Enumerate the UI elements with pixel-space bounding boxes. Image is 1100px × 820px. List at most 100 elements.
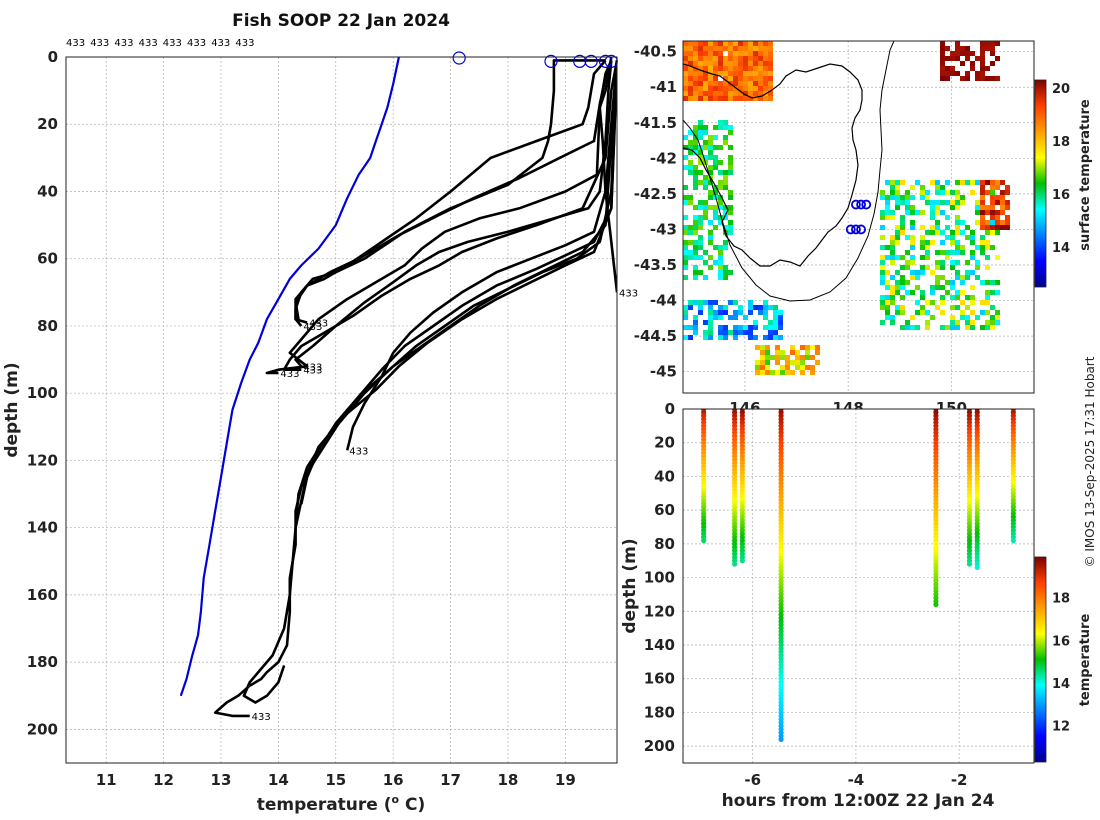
sst-pixel [940, 61, 945, 66]
sst-pixel [910, 255, 915, 260]
sst-pixel [880, 305, 885, 310]
sst-pixel [733, 56, 738, 61]
sst-pixel [698, 46, 703, 51]
sst-pixel [960, 51, 965, 56]
sst-pixel [785, 370, 790, 375]
sst-pixel [748, 330, 753, 335]
sst-pixel [910, 195, 915, 200]
sst-pixel [940, 200, 945, 205]
cast-point [974, 564, 980, 571]
profile-axes-frame [65, 56, 618, 764]
sst-pixel [723, 225, 728, 230]
surface-marker [584, 54, 598, 68]
sst-pixel [753, 305, 758, 310]
sst-pixel [900, 195, 905, 200]
sst-pixel [748, 86, 753, 91]
sst-pixel [708, 255, 713, 260]
sst-pixel [970, 295, 975, 300]
sst-pixel [743, 325, 748, 330]
sst-pixel [708, 165, 713, 170]
sst-pixel [935, 260, 940, 265]
sst-pixel [758, 76, 763, 81]
profile-top-label: 433 [235, 38, 254, 49]
sst-pixel [688, 76, 693, 81]
sst-pixel [708, 76, 713, 81]
sst-pixel [955, 200, 960, 205]
sst-pixel [693, 225, 698, 230]
sst-pixel [763, 81, 768, 86]
sst-pixel [733, 315, 738, 320]
sst-pixel [930, 285, 935, 290]
ship-marker [851, 224, 861, 235]
sst-pixel [728, 51, 733, 56]
sst-pixel [773, 305, 778, 310]
sst-pixel [683, 230, 688, 235]
sst-pixel [1005, 185, 1010, 190]
sst-pixel [935, 265, 940, 270]
sst-pixel [693, 71, 698, 76]
sst-pixel [713, 51, 718, 56]
sst-pixel [965, 180, 970, 185]
sst-pixel [698, 245, 703, 250]
sst-pixel [970, 320, 975, 325]
sst-pixel [985, 190, 990, 195]
profile-y-tick: 180 [27, 653, 58, 671]
ts-colorbar-tick: 14 [1052, 677, 1070, 692]
sst-pixel [703, 215, 708, 220]
sst-pixel [975, 56, 980, 61]
sst-pixel [728, 56, 733, 61]
map-y-tick: -44.5 [634, 327, 677, 345]
sst-pixel [718, 160, 723, 165]
sst-pixel [698, 125, 703, 130]
sst-pixel [703, 320, 708, 325]
profile-x-tick: 12 [153, 771, 174, 789]
sst-pixel [965, 235, 970, 240]
sst-pixel [733, 81, 738, 86]
sst-pixel [950, 320, 955, 325]
sst-pixel [713, 245, 718, 250]
sst-pixel [748, 61, 753, 66]
sst-pixel [713, 41, 718, 46]
sst-pixel [920, 235, 925, 240]
sst-pixel [995, 280, 1000, 285]
sst-pixel [910, 205, 915, 210]
sst-pixel [693, 245, 698, 250]
sst-pixel [698, 96, 703, 101]
sst-pixel [683, 245, 688, 250]
sst-pixel [1005, 225, 1010, 230]
sst-pixel [703, 145, 708, 150]
sst-pixel [723, 335, 728, 340]
sst-pixel [698, 240, 703, 245]
sst-pixel [980, 210, 985, 215]
sst-pixel [760, 365, 765, 370]
sst-pixel [970, 180, 975, 185]
sst-pixel [980, 280, 985, 285]
sst-pixel [805, 355, 810, 360]
sst-pixel [758, 66, 763, 71]
sst-pixel [890, 255, 895, 260]
sst-pixel [748, 96, 753, 101]
sst-pixel [885, 255, 890, 260]
sst-pixel [995, 225, 1000, 230]
sst-pixel [728, 195, 733, 200]
sst-pixel [693, 150, 698, 155]
sst-pixel [723, 135, 728, 140]
coastline [683, 41, 895, 302]
sst-pixel [718, 200, 723, 205]
sst-pixel [770, 370, 775, 375]
sst-pixel [683, 250, 688, 255]
sst-pixel [925, 300, 930, 305]
sst-pixel [718, 260, 723, 265]
sst-pixel [733, 51, 738, 56]
sst-pixel [763, 71, 768, 76]
sst-pixel [910, 315, 915, 320]
sst-pixel [693, 135, 698, 140]
sst-pixel [940, 56, 945, 61]
sst-pixel [935, 185, 940, 190]
sst-pixel [683, 200, 688, 205]
copyright-credit: © IMOS 13-Sep-2025 17:31 Hobart [1083, 356, 1097, 567]
sst-pixel [800, 365, 805, 370]
sst-pixel [688, 145, 693, 150]
sst-pixel [753, 81, 758, 86]
sst-pixel [688, 225, 693, 230]
